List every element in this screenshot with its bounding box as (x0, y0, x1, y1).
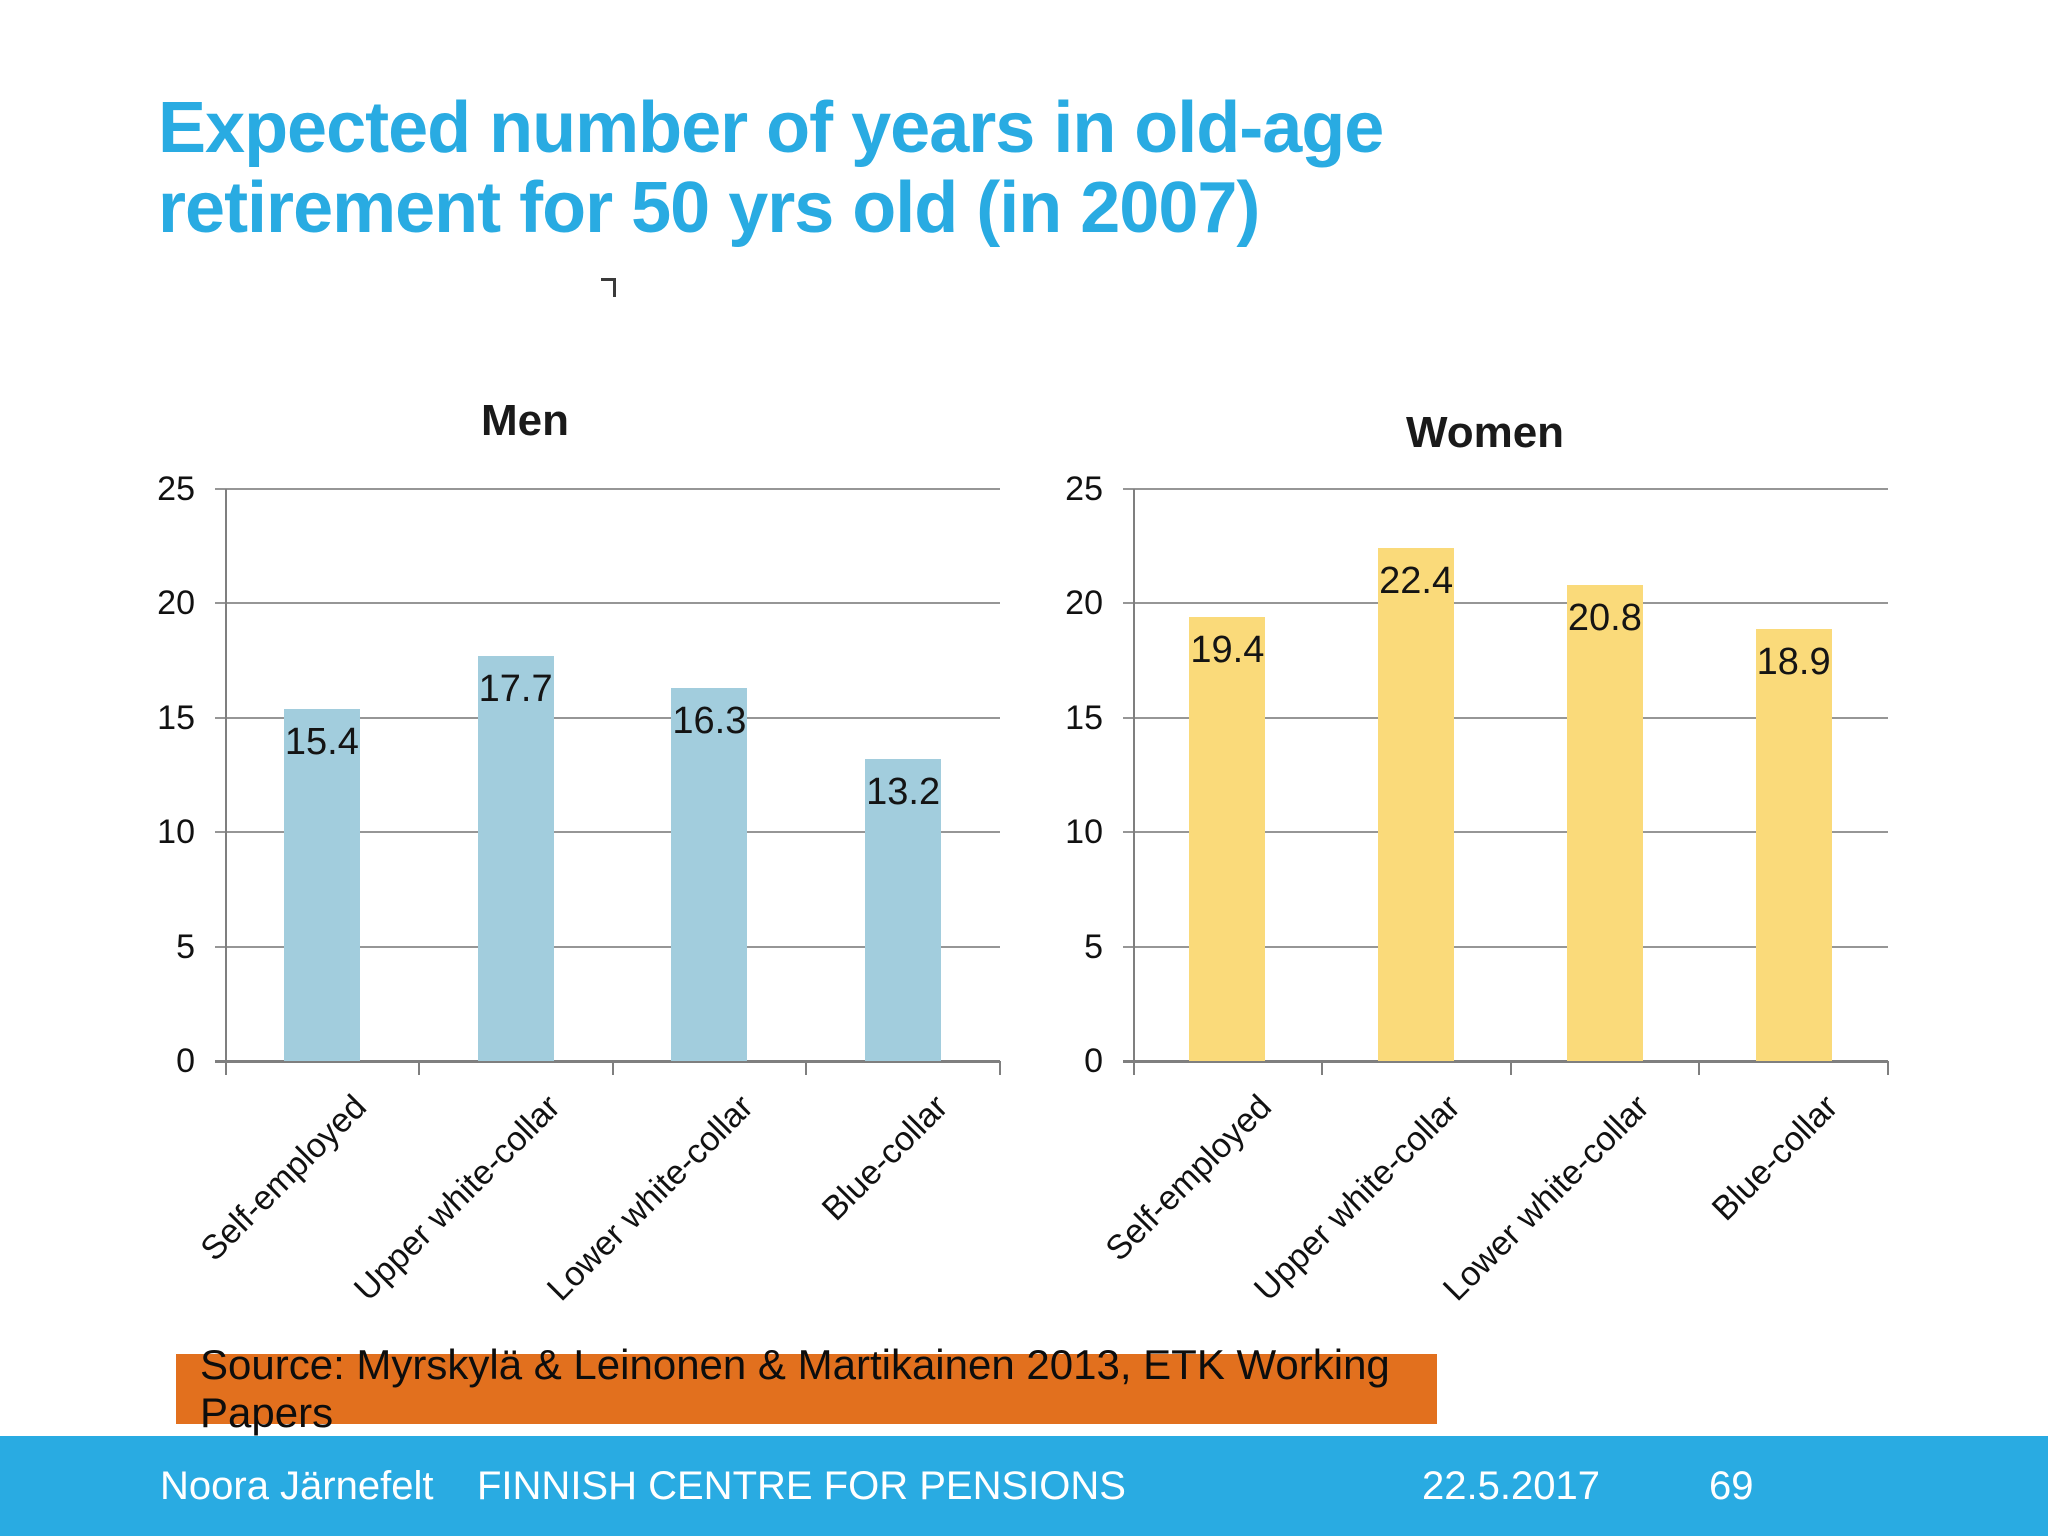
bar (283, 708, 360, 1061)
y-tick-label: 5 (176, 927, 195, 966)
footer-author: Noora Järnefelt (160, 1464, 434, 1508)
bar-value-label: 15.4 (284, 720, 359, 763)
x-axis-tick (1698, 1061, 1701, 1075)
bar-value-label: 13.2 (866, 770, 941, 813)
x-axis-tick (1320, 1061, 1323, 1075)
bar (865, 758, 942, 1061)
x-axis-tick (1887, 1061, 1889, 1075)
bar (1189, 617, 1266, 1061)
x-axis-tick (1509, 1061, 1512, 1075)
bar-value-label: 20.8 (1567, 597, 1642, 640)
footer-date: 22.5.2017 (1422, 1464, 1600, 1508)
bar (1378, 548, 1455, 1061)
x-axis-tick (999, 1061, 1001, 1075)
bar (477, 656, 554, 1061)
y-tick-label: 0 (1084, 1042, 1103, 1080)
x-axis-tick (417, 1061, 420, 1075)
gridline-20 (215, 602, 1000, 605)
x-axis-tick (805, 1061, 808, 1075)
y-tick-label: 25 (157, 470, 195, 508)
x-axis-tick (611, 1061, 614, 1075)
bar (1566, 585, 1643, 1061)
category-label: Lower white-collar (1435, 1087, 1657, 1309)
bar-value-label: 19.4 (1190, 629, 1265, 672)
category-label: Upper white-collar (1247, 1087, 1468, 1309)
y-tick-label: 15 (157, 698, 195, 737)
bar-value-label: 16.3 (672, 700, 747, 743)
source-text: Source: Myrskylä & Leinonen & Martikaine… (200, 1341, 1390, 1436)
gridline-10 (1123, 831, 1888, 834)
category-label: Lower white-collar (540, 1087, 761, 1309)
chart-title: Women (1405, 408, 1565, 457)
category-label: Blue-collar (1704, 1087, 1846, 1229)
y-tick-label: 10 (157, 813, 195, 852)
slide-title-line1: Expected number of years in old-age (158, 88, 1384, 168)
gridline-25 (1123, 488, 1888, 490)
y-axis (1133, 489, 1135, 1075)
gridline-5 (1123, 945, 1888, 948)
gridline-5 (215, 945, 1000, 948)
bar-value-label: 17.7 (478, 668, 553, 711)
bar-value-label: 22.4 (1379, 560, 1454, 603)
category-label: Upper white-collar (346, 1087, 568, 1309)
y-tick-label: 5 (1084, 927, 1103, 966)
bar (671, 688, 748, 1061)
footer-page-number: 69 (1709, 1464, 1754, 1508)
gridline-0 (215, 1060, 1000, 1063)
stray-mark (601, 278, 616, 297)
slide-title-line2: retirement for 50 yrs old (in 2007) (158, 168, 1260, 248)
gridline-0 (1123, 1060, 1888, 1063)
y-tick-label: 20 (1065, 584, 1103, 623)
category-label: Self-employed (1098, 1087, 1279, 1269)
source-bar: Source: Myrskylä & Leinonen & Martikaine… (176, 1341, 1437, 1436)
bar-value-label: 18.9 (1756, 640, 1831, 683)
footer-organization: FINNISH CENTRE FOR PENSIONS (477, 1464, 1126, 1508)
y-tick-label: 15 (1065, 698, 1103, 737)
gridline-15 (215, 716, 1000, 719)
gridline-15 (1123, 716, 1888, 719)
gridline-25 (215, 488, 1000, 490)
category-label: Self-employed (192, 1087, 374, 1269)
y-tick-label: 0 (176, 1042, 195, 1080)
y-tick-label: 20 (157, 584, 195, 623)
y-axis (225, 489, 227, 1075)
footer-bar: Noora Järnefelt FINNISH CENTRE FOR PENSI… (0, 1436, 2048, 1536)
y-tick-label: 25 (1065, 470, 1103, 508)
y-tick-label: 10 (1065, 813, 1103, 852)
chart-title: Men (481, 396, 569, 445)
gridline-20 (1123, 602, 1888, 605)
gridline-10 (215, 831, 1000, 834)
bar (1755, 628, 1832, 1061)
slide-title: Expected number of years in old-age reti… (158, 88, 1658, 248)
category-label: Blue-collar (814, 1087, 955, 1229)
